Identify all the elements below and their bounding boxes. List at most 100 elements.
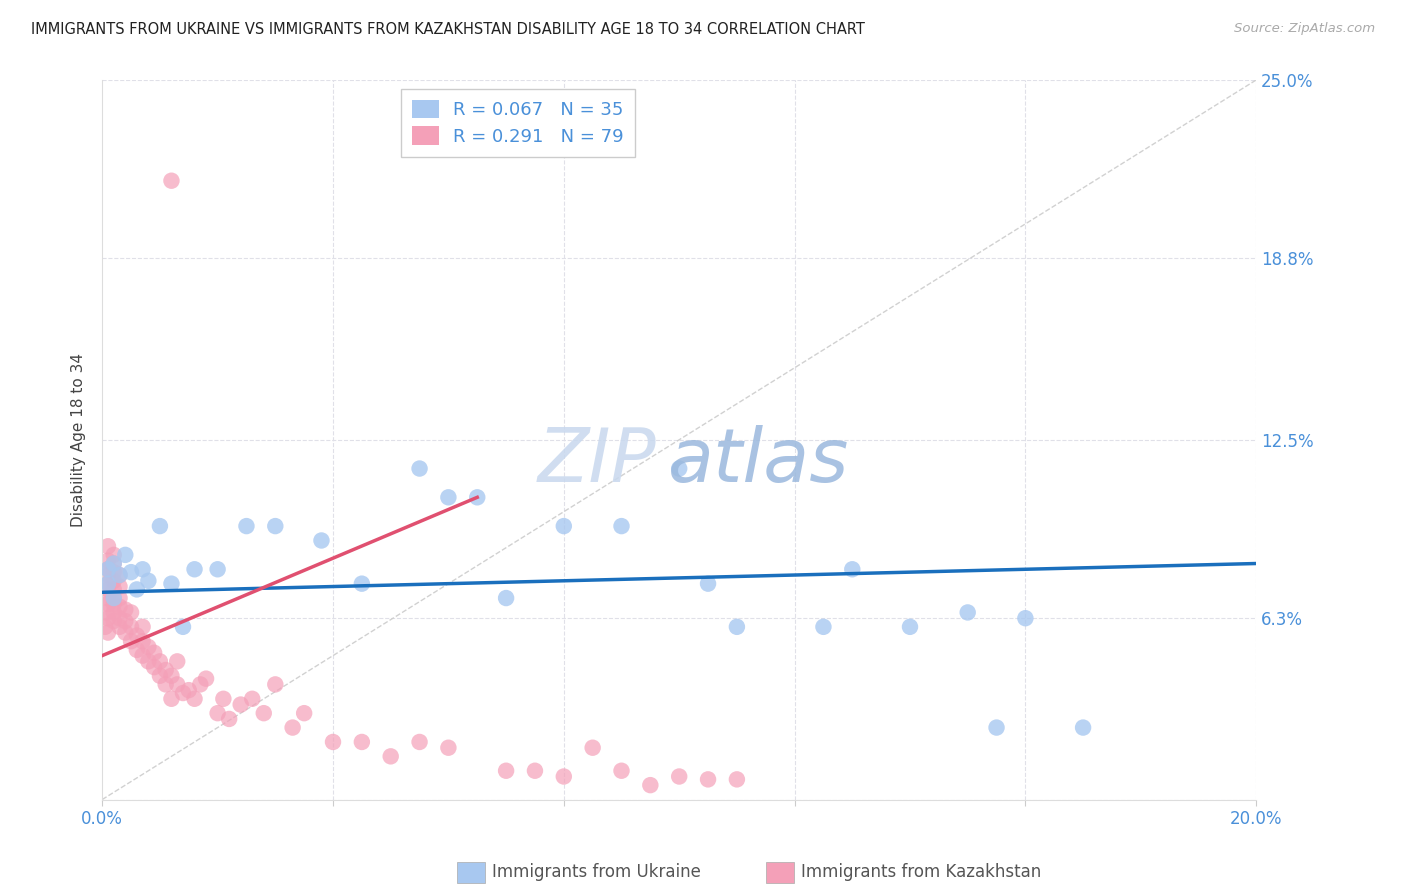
Point (97, 582, 120, 597)
Text: Immigrants from Ukraine: Immigrants from Ukraine (492, 863, 702, 881)
Text: atlas: atlas (668, 425, 849, 498)
Point (103, 548, 125, 562)
Legend: R = 0.067   N = 35, R = 0.291   N = 79: R = 0.067 N = 35, R = 0.291 N = 79 (401, 89, 634, 157)
Point (103, 606, 125, 620)
Point (94, 620, 117, 634)
Point (697, 772, 720, 787)
Point (195, 672, 218, 686)
Point (212, 691, 235, 706)
Point (97, 568, 120, 582)
Point (523, 764, 546, 778)
Point (172, 620, 194, 634)
Point (172, 686, 194, 700)
Point (553, 519, 575, 533)
Point (553, 770, 575, 784)
Point (495, 764, 517, 778)
Point (103, 565, 125, 579)
Text: Immigrants from Kazakhstan: Immigrants from Kazakhstan (801, 863, 1042, 881)
Point (218, 712, 240, 726)
Point (322, 735, 344, 749)
Point (114, 614, 136, 628)
Point (253, 706, 276, 721)
Point (160, 174, 183, 188)
Point (188, 677, 211, 691)
Point (725, 772, 748, 787)
Y-axis label: Disability Age 18 to 34: Disability Age 18 to 34 (72, 352, 86, 527)
Point (235, 519, 257, 533)
Point (640, 778, 662, 792)
Point (96, 606, 118, 620)
Point (108, 568, 131, 582)
Point (138, 640, 160, 654)
Point (97, 611, 120, 625)
Point (155, 663, 177, 677)
Point (495, 591, 517, 605)
Point (956, 606, 979, 620)
Point (350, 576, 373, 591)
Point (143, 660, 166, 674)
Point (380, 749, 402, 764)
Point (120, 565, 142, 579)
Point (183, 562, 205, 576)
Text: IMMIGRANTS FROM UKRAINE VS IMMIGRANTS FROM KAZAKHSTAN DISABILITY AGE 18 TO 34 CO: IMMIGRANTS FROM UKRAINE VS IMMIGRANTS FR… (31, 22, 865, 37)
Point (125, 643, 148, 657)
Point (155, 677, 177, 691)
Point (668, 461, 690, 475)
Point (143, 646, 166, 660)
Point (114, 602, 136, 616)
Point (292, 706, 315, 721)
Point (120, 606, 142, 620)
Point (437, 740, 460, 755)
Point (240, 691, 263, 706)
Point (264, 677, 287, 691)
Point (120, 634, 142, 648)
Point (281, 721, 304, 735)
Point (103, 597, 125, 611)
Point (898, 620, 921, 634)
Point (207, 706, 229, 721)
Point (108, 591, 131, 605)
Point (408, 735, 430, 749)
Point (108, 620, 131, 634)
Point (166, 654, 188, 668)
Point (725, 620, 748, 634)
Point (120, 620, 142, 634)
Point (582, 740, 605, 755)
Point (131, 634, 153, 648)
Point (108, 568, 131, 582)
Point (138, 574, 160, 588)
Point (103, 574, 125, 588)
Point (97, 562, 120, 576)
Point (103, 557, 125, 571)
Point (108, 611, 131, 625)
Point (986, 721, 1008, 735)
Point (131, 620, 153, 634)
Point (138, 654, 160, 668)
Point (160, 691, 183, 706)
Point (177, 683, 200, 698)
Point (97, 625, 120, 640)
Point (97, 554, 120, 568)
Point (114, 625, 136, 640)
Point (350, 735, 373, 749)
Point (149, 654, 172, 668)
Point (166, 677, 188, 691)
Point (841, 562, 863, 576)
Point (149, 519, 172, 533)
Point (229, 698, 252, 712)
Point (125, 628, 148, 642)
Text: ZIP: ZIP (537, 425, 657, 498)
Point (103, 557, 125, 571)
Point (160, 576, 183, 591)
Point (813, 620, 835, 634)
Point (149, 669, 172, 683)
Point (108, 580, 131, 594)
Point (131, 648, 153, 663)
Point (207, 562, 229, 576)
Point (103, 591, 125, 605)
Point (103, 614, 125, 628)
Point (465, 491, 488, 505)
Point (131, 562, 153, 576)
Point (1071, 721, 1094, 735)
Point (97, 562, 120, 576)
